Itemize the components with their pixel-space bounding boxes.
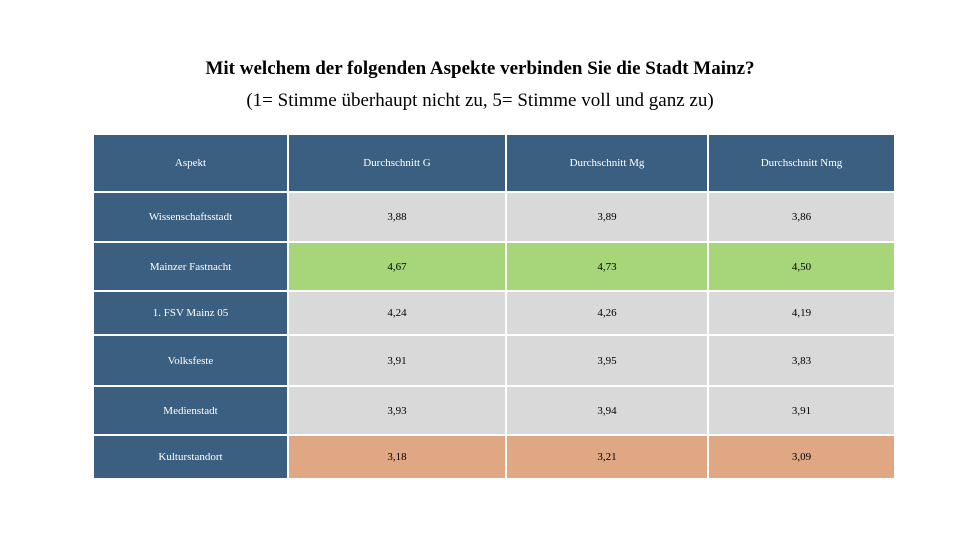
aspect-cell: Medienstadt	[92, 385, 289, 436]
value-g: 3,18	[287, 434, 507, 480]
value-mg: 3,95	[505, 334, 709, 387]
table-header-row: Aspekt Durchschnitt G Durchschnitt Mg Du…	[92, 133, 896, 193]
value-mg: 4,26	[505, 290, 709, 336]
value-nmg: 3,86	[707, 191, 896, 243]
value-nmg: 4,19	[707, 290, 896, 336]
aspect-cell: 1. FSV Mainz 05	[92, 290, 289, 336]
value-mg: 3,94	[505, 385, 709, 436]
value-nmg: 3,09	[707, 434, 896, 480]
slide-subtitle: (1= Stimme überhaupt nicht zu, 5= Stimme…	[246, 90, 714, 111]
aspect-cell: Kulturstandort	[92, 434, 289, 480]
value-mg: 3,21	[505, 434, 709, 480]
value-mg: 4,73	[505, 241, 709, 292]
value-nmg: 3,83	[707, 334, 896, 387]
header-durchschnitt-mg: Durchschnitt Mg	[505, 133, 709, 193]
aspect-cell: Wissenschaftsstadt	[92, 191, 289, 243]
value-mg: 3,89	[505, 191, 709, 243]
value-nmg: 3,91	[707, 385, 896, 436]
value-g: 4,24	[287, 290, 507, 336]
header-durchschnitt-g: Durchschnitt G	[287, 133, 507, 193]
value-g: 4,67	[287, 241, 507, 292]
table-row: Kulturstandort 3,18 3,21 3,09	[92, 434, 896, 480]
table-row: Mainzer Fastnacht 4,67 4,73 4,50	[92, 241, 896, 292]
table-row: Medienstadt 3,93 3,94 3,91	[92, 385, 896, 436]
value-g: 3,93	[287, 385, 507, 436]
table-row: Volksfeste 3,91 3,95 3,83	[92, 334, 896, 387]
table-row: 1. FSV Mainz 05 4,24 4,26 4,19	[92, 290, 896, 336]
slide-title: Mit welchem der folgenden Aspekte verbin…	[205, 58, 755, 79]
header-durchschnitt-nmg: Durchschnitt Nmg	[707, 133, 896, 193]
value-nmg: 4,50	[707, 241, 896, 292]
aspect-cell: Volksfeste	[92, 334, 289, 387]
aspect-cell: Mainzer Fastnacht	[92, 241, 289, 292]
results-table: Aspekt Durchschnitt G Durchschnitt Mg Du…	[92, 133, 896, 480]
value-g: 3,88	[287, 191, 507, 243]
value-g: 3,91	[287, 334, 507, 387]
header-aspekt: Aspekt	[92, 133, 289, 193]
table-row: Wissenschaftsstadt 3,88 3,89 3,86	[92, 191, 896, 243]
